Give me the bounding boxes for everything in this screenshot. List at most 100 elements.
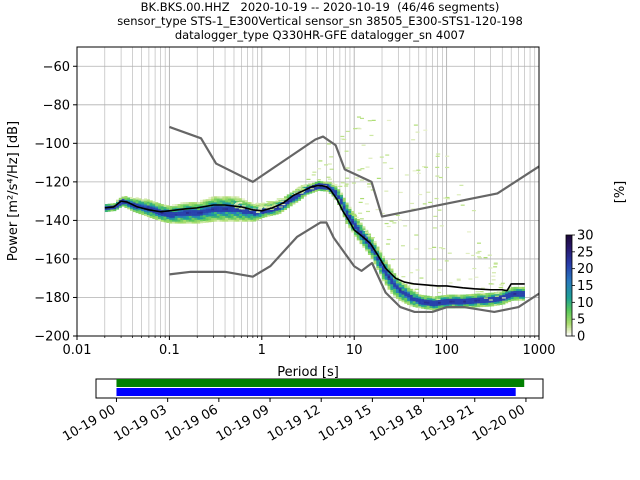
heatmap-cell bbox=[454, 296, 458, 299]
heatmap-cell bbox=[381, 278, 386, 282]
heatmap-cell bbox=[496, 301, 500, 304]
heatmap-cell bbox=[311, 186, 316, 189]
heatmap-cell bbox=[479, 302, 483, 306]
heatmap-cell bbox=[320, 187, 324, 190]
heatmap-cell bbox=[199, 217, 204, 220]
heatmap-cell-sparse bbox=[365, 166, 370, 168]
heatmap-cell bbox=[493, 295, 497, 299]
heatmap-cell bbox=[303, 186, 307, 189]
heatmap-cell-sparse bbox=[238, 202, 243, 204]
heatmap-cell bbox=[197, 215, 201, 218]
colorbar-tick-label: 15 bbox=[577, 279, 594, 294]
heatmap-cell bbox=[107, 207, 111, 210]
heatmap-cell bbox=[169, 217, 173, 220]
heatmap-cell bbox=[443, 294, 447, 298]
heatmap-cell-sparse bbox=[493, 262, 498, 264]
heatmap-cell-sparse bbox=[398, 191, 403, 194]
heatmap-cell-sparse bbox=[428, 201, 433, 204]
heatmap-cell bbox=[138, 209, 142, 213]
heatmap-cell bbox=[409, 302, 414, 305]
heatmap-cell bbox=[519, 292, 523, 295]
heatmap-cell-sparse bbox=[436, 287, 441, 289]
heatmap-cell bbox=[239, 211, 243, 214]
heatmap-cell bbox=[174, 209, 178, 213]
heatmap-cell bbox=[295, 196, 299, 199]
heatmap-cell-sparse bbox=[234, 206, 239, 209]
heatmap-cell bbox=[132, 206, 136, 209]
heatmap-cell bbox=[353, 234, 358, 237]
colorbar-segment bbox=[566, 305, 572, 308]
heatmap-cell bbox=[166, 207, 170, 210]
heatmap-cell-sparse bbox=[234, 203, 239, 205]
heatmap-cell bbox=[465, 302, 469, 305]
heatmap-cell bbox=[160, 206, 164, 209]
heatmap-cell bbox=[233, 213, 237, 216]
heatmap-cell bbox=[286, 205, 290, 209]
heatmap-cell bbox=[258, 211, 262, 214]
heatmap-cell bbox=[384, 277, 388, 280]
heatmap-cell bbox=[255, 212, 260, 215]
heatmap-cell bbox=[171, 211, 176, 214]
heatmap-cell bbox=[502, 290, 506, 293]
heatmap-cell bbox=[158, 205, 162, 208]
heatmap-cell bbox=[211, 200, 215, 203]
heatmap-cell bbox=[144, 206, 148, 209]
colorbar-segment bbox=[566, 314, 572, 317]
heatmap-cell bbox=[376, 260, 380, 263]
heatmap-cell bbox=[166, 216, 170, 220]
heatmap-cell bbox=[272, 211, 276, 214]
heatmap-cell bbox=[409, 294, 414, 297]
heatmap-cell bbox=[426, 305, 430, 308]
heatmap-cell bbox=[191, 205, 195, 209]
heatmap-cell bbox=[205, 208, 209, 212]
heatmap-cell bbox=[253, 215, 257, 218]
heatmap-cell-sparse bbox=[437, 291, 442, 294]
heatmap-cell-sparse bbox=[344, 150, 349, 152]
heatmap-cell bbox=[443, 300, 447, 303]
heatmap-cell bbox=[516, 288, 520, 292]
heatmap-cell-sparse bbox=[280, 200, 285, 202]
heatmap-cell bbox=[247, 211, 251, 214]
heatmap-cell bbox=[499, 298, 503, 302]
heatmap-cell bbox=[359, 228, 363, 231]
heatmap-cell bbox=[451, 302, 456, 305]
heatmap-cell bbox=[356, 236, 360, 239]
heatmap-cell bbox=[421, 294, 425, 298]
heatmap-cell bbox=[152, 214, 156, 218]
heatmap-cell bbox=[289, 200, 293, 203]
heatmap-cell bbox=[253, 213, 257, 216]
heatmap-cell-sparse bbox=[413, 124, 418, 126]
heatmap-cell bbox=[188, 213, 192, 216]
heatmap-cell bbox=[398, 289, 402, 292]
heatmap-cell bbox=[465, 298, 469, 301]
heatmap-cell bbox=[233, 217, 237, 220]
heatmap-cell bbox=[365, 233, 369, 236]
heatmap-cell bbox=[429, 298, 433, 301]
heatmap-cell bbox=[398, 292, 402, 296]
heatmap-cell bbox=[334, 187, 338, 191]
heatmap-cell bbox=[219, 215, 223, 218]
heatmap-cell bbox=[222, 200, 226, 203]
heatmap-cell bbox=[317, 182, 321, 186]
heatmap-cell bbox=[426, 301, 430, 304]
colorbar-segment bbox=[566, 304, 572, 307]
heatmap-cell-sparse bbox=[327, 163, 332, 165]
heatmap-cell bbox=[261, 206, 265, 209]
heatmap-cell bbox=[177, 221, 181, 224]
heatmap-cell-sparse bbox=[382, 162, 387, 164]
heatmap-cell bbox=[241, 211, 246, 214]
heatmap-cell bbox=[283, 196, 288, 199]
heatmap-cell bbox=[381, 277, 386, 280]
heatmap-cell bbox=[379, 271, 383, 274]
heatmap-cell bbox=[471, 305, 475, 308]
heatmap-cell-sparse bbox=[352, 214, 357, 217]
heatmap-cell bbox=[418, 302, 422, 305]
heatmap-cell bbox=[339, 202, 344, 205]
heatmap-cell-sparse bbox=[306, 178, 311, 180]
heatmap-cell bbox=[213, 215, 218, 218]
heatmap-cell bbox=[222, 219, 226, 222]
heatmap-cell bbox=[482, 304, 486, 307]
heatmap-cell bbox=[227, 211, 232, 214]
heatmap-cell bbox=[169, 221, 173, 224]
